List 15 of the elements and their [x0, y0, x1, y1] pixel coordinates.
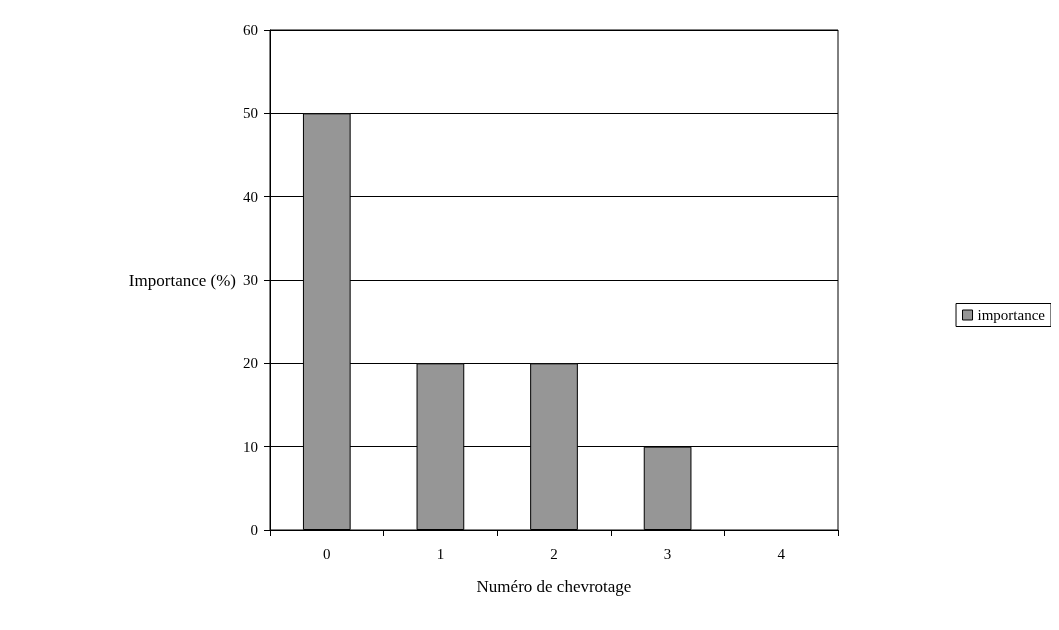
- y-tick-label: 20: [243, 355, 258, 372]
- x-tick-label: 4: [777, 545, 786, 562]
- y-axis-title: Importance (%): [128, 270, 236, 290]
- y-tick-label: 50: [243, 105, 258, 122]
- y-tick-label: 40: [243, 188, 258, 205]
- legend-label: importance: [977, 307, 1046, 323]
- y-tick-label: 30: [243, 272, 258, 288]
- y-tick-label: 60: [243, 22, 258, 38]
- x-tick-label: 2: [550, 545, 558, 562]
- x-tick-label: 0: [323, 545, 331, 562]
- y-tick-label: 10: [243, 438, 258, 455]
- x-tick-label: 1: [436, 545, 445, 562]
- x-tick-label: 3: [663, 545, 672, 562]
- y-tick-label: 0: [250, 522, 258, 538]
- x-axis-title: Numéro de chevrotage: [476, 577, 632, 596]
